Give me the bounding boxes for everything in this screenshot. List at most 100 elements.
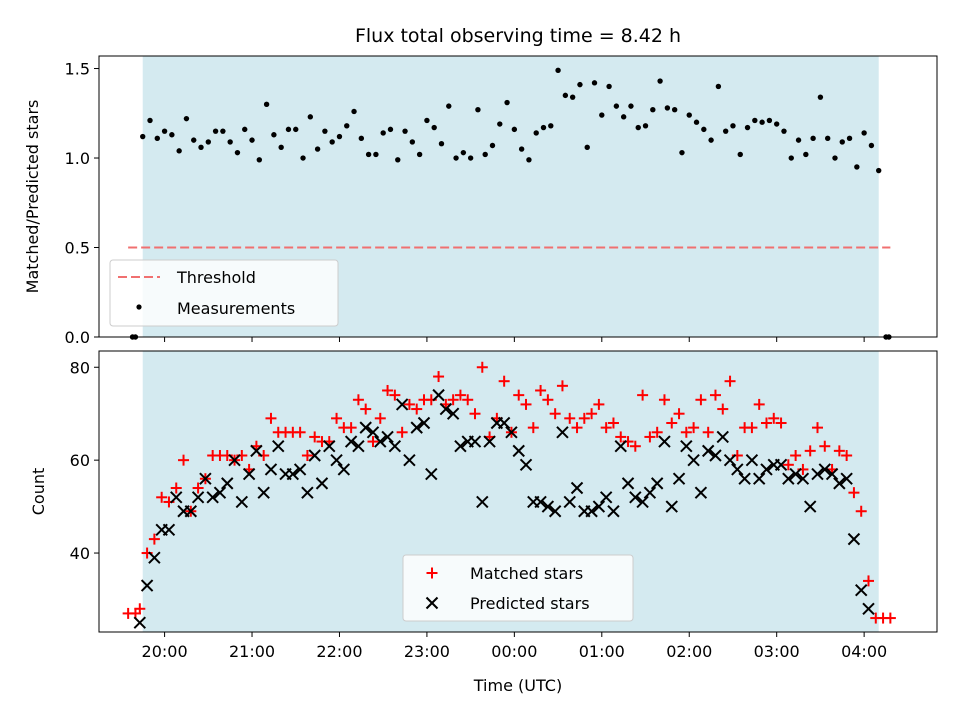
xtick-label: 02:00 — [666, 642, 712, 661]
predicted-point — [272, 440, 285, 453]
predicted-point — [425, 467, 438, 481]
predicted-point — [483, 435, 496, 448]
predicted-legend-label: Predicted stars — [470, 594, 590, 613]
matched-point — [148, 533, 160, 545]
matched-point — [695, 394, 707, 406]
predicted-point — [731, 463, 744, 476]
matched-point — [775, 417, 787, 429]
measurement-point — [154, 135, 160, 142]
measurement-point — [708, 137, 714, 143]
predicted-point — [213, 486, 227, 499]
matched-point — [702, 426, 714, 438]
predicted-point — [643, 486, 657, 499]
predicted-point — [818, 463, 831, 476]
predicted-point — [519, 458, 533, 472]
matched-point — [804, 445, 816, 457]
predicted-point — [709, 449, 722, 462]
matched-point — [352, 394, 364, 406]
measurement-point — [569, 94, 576, 100]
predicted-point — [257, 486, 270, 499]
measurement-point — [599, 112, 605, 118]
predicted-point — [701, 444, 715, 458]
predicted-point — [621, 477, 635, 490]
chart-title: Flux total observing time = 8.42 h — [355, 25, 681, 47]
matched-point — [768, 412, 780, 424]
predicted-point — [250, 444, 263, 458]
predicted-point — [374, 435, 387, 448]
xtick-label: 23:00 — [404, 642, 450, 661]
predicted-point — [599, 491, 613, 504]
predicted-point — [352, 440, 365, 453]
matched-legend-label: Matched stars — [470, 564, 583, 583]
matched-point — [469, 408, 481, 420]
measurement-point — [832, 155, 838, 161]
matched-point — [819, 440, 831, 452]
matched-point — [156, 491, 168, 503]
measurement-point — [460, 149, 467, 156]
predicted-point — [170, 491, 183, 504]
matched-point — [309, 431, 321, 443]
predicted-point — [541, 500, 555, 513]
threshold-legend-label: Threshold — [176, 268, 256, 287]
predicted-point — [534, 495, 547, 509]
measurement-point — [467, 155, 474, 161]
predicted-point — [476, 495, 489, 509]
measurement-point — [555, 67, 561, 74]
matched-point — [178, 454, 190, 466]
predicted-point — [403, 453, 416, 467]
predicted-point — [140, 579, 154, 592]
matched-point — [863, 575, 875, 587]
measurement-point — [540, 124, 547, 131]
predicted-point — [803, 500, 817, 513]
measurement-point — [606, 83, 612, 90]
measurement-point — [183, 115, 190, 122]
top-axes-frame — [98, 55, 938, 338]
measurement-point — [395, 157, 401, 163]
measurement-point — [140, 133, 146, 140]
measurement-point — [548, 123, 554, 129]
matched-point — [535, 384, 547, 396]
predicted-point — [264, 463, 278, 476]
measurement-point — [220, 128, 226, 134]
top-ytick-label: 1.5 — [65, 60, 90, 79]
measurement-point — [234, 149, 241, 156]
matched-point — [790, 450, 802, 462]
predicted-point — [184, 505, 198, 518]
matched-point — [782, 459, 794, 471]
xtick-label: 04:00 — [841, 642, 887, 661]
predicted-point — [286, 467, 300, 481]
measurement-point — [453, 155, 459, 161]
measurement-point — [256, 157, 263, 163]
measurement-point — [416, 151, 423, 158]
predicted-point — [811, 467, 824, 481]
matched-point — [331, 412, 343, 424]
measurement-point — [781, 128, 787, 134]
predicted-point — [833, 477, 846, 490]
matched-point — [884, 612, 896, 624]
xtick-label: 22:00 — [316, 642, 362, 661]
predicted-point — [629, 491, 642, 504]
xtick-label: 20:00 — [142, 642, 188, 661]
matched-point — [301, 450, 313, 462]
predicted-point — [556, 426, 569, 439]
measurement-point — [351, 108, 357, 115]
predicted-point — [133, 616, 147, 629]
predicted-point — [847, 532, 861, 546]
matched-point — [170, 482, 182, 494]
predicted-point — [716, 430, 729, 444]
measurement-point — [810, 135, 816, 142]
matched-point — [833, 445, 845, 457]
measurement-point — [482, 151, 488, 158]
top-ytick-label: 0.0 — [65, 328, 90, 347]
measurement-point — [271, 132, 277, 138]
matched-point — [724, 375, 736, 387]
measurement-point — [147, 117, 153, 124]
measurement-point — [744, 124, 751, 131]
bottom-legend: Matched stars Predicted stars — [402, 554, 634, 622]
measurement-point — [249, 137, 255, 143]
matched-point — [433, 371, 445, 383]
matched-point — [542, 394, 554, 406]
predicted-point — [439, 402, 453, 416]
matched-point — [666, 417, 678, 429]
measurement-point — [380, 130, 386, 136]
